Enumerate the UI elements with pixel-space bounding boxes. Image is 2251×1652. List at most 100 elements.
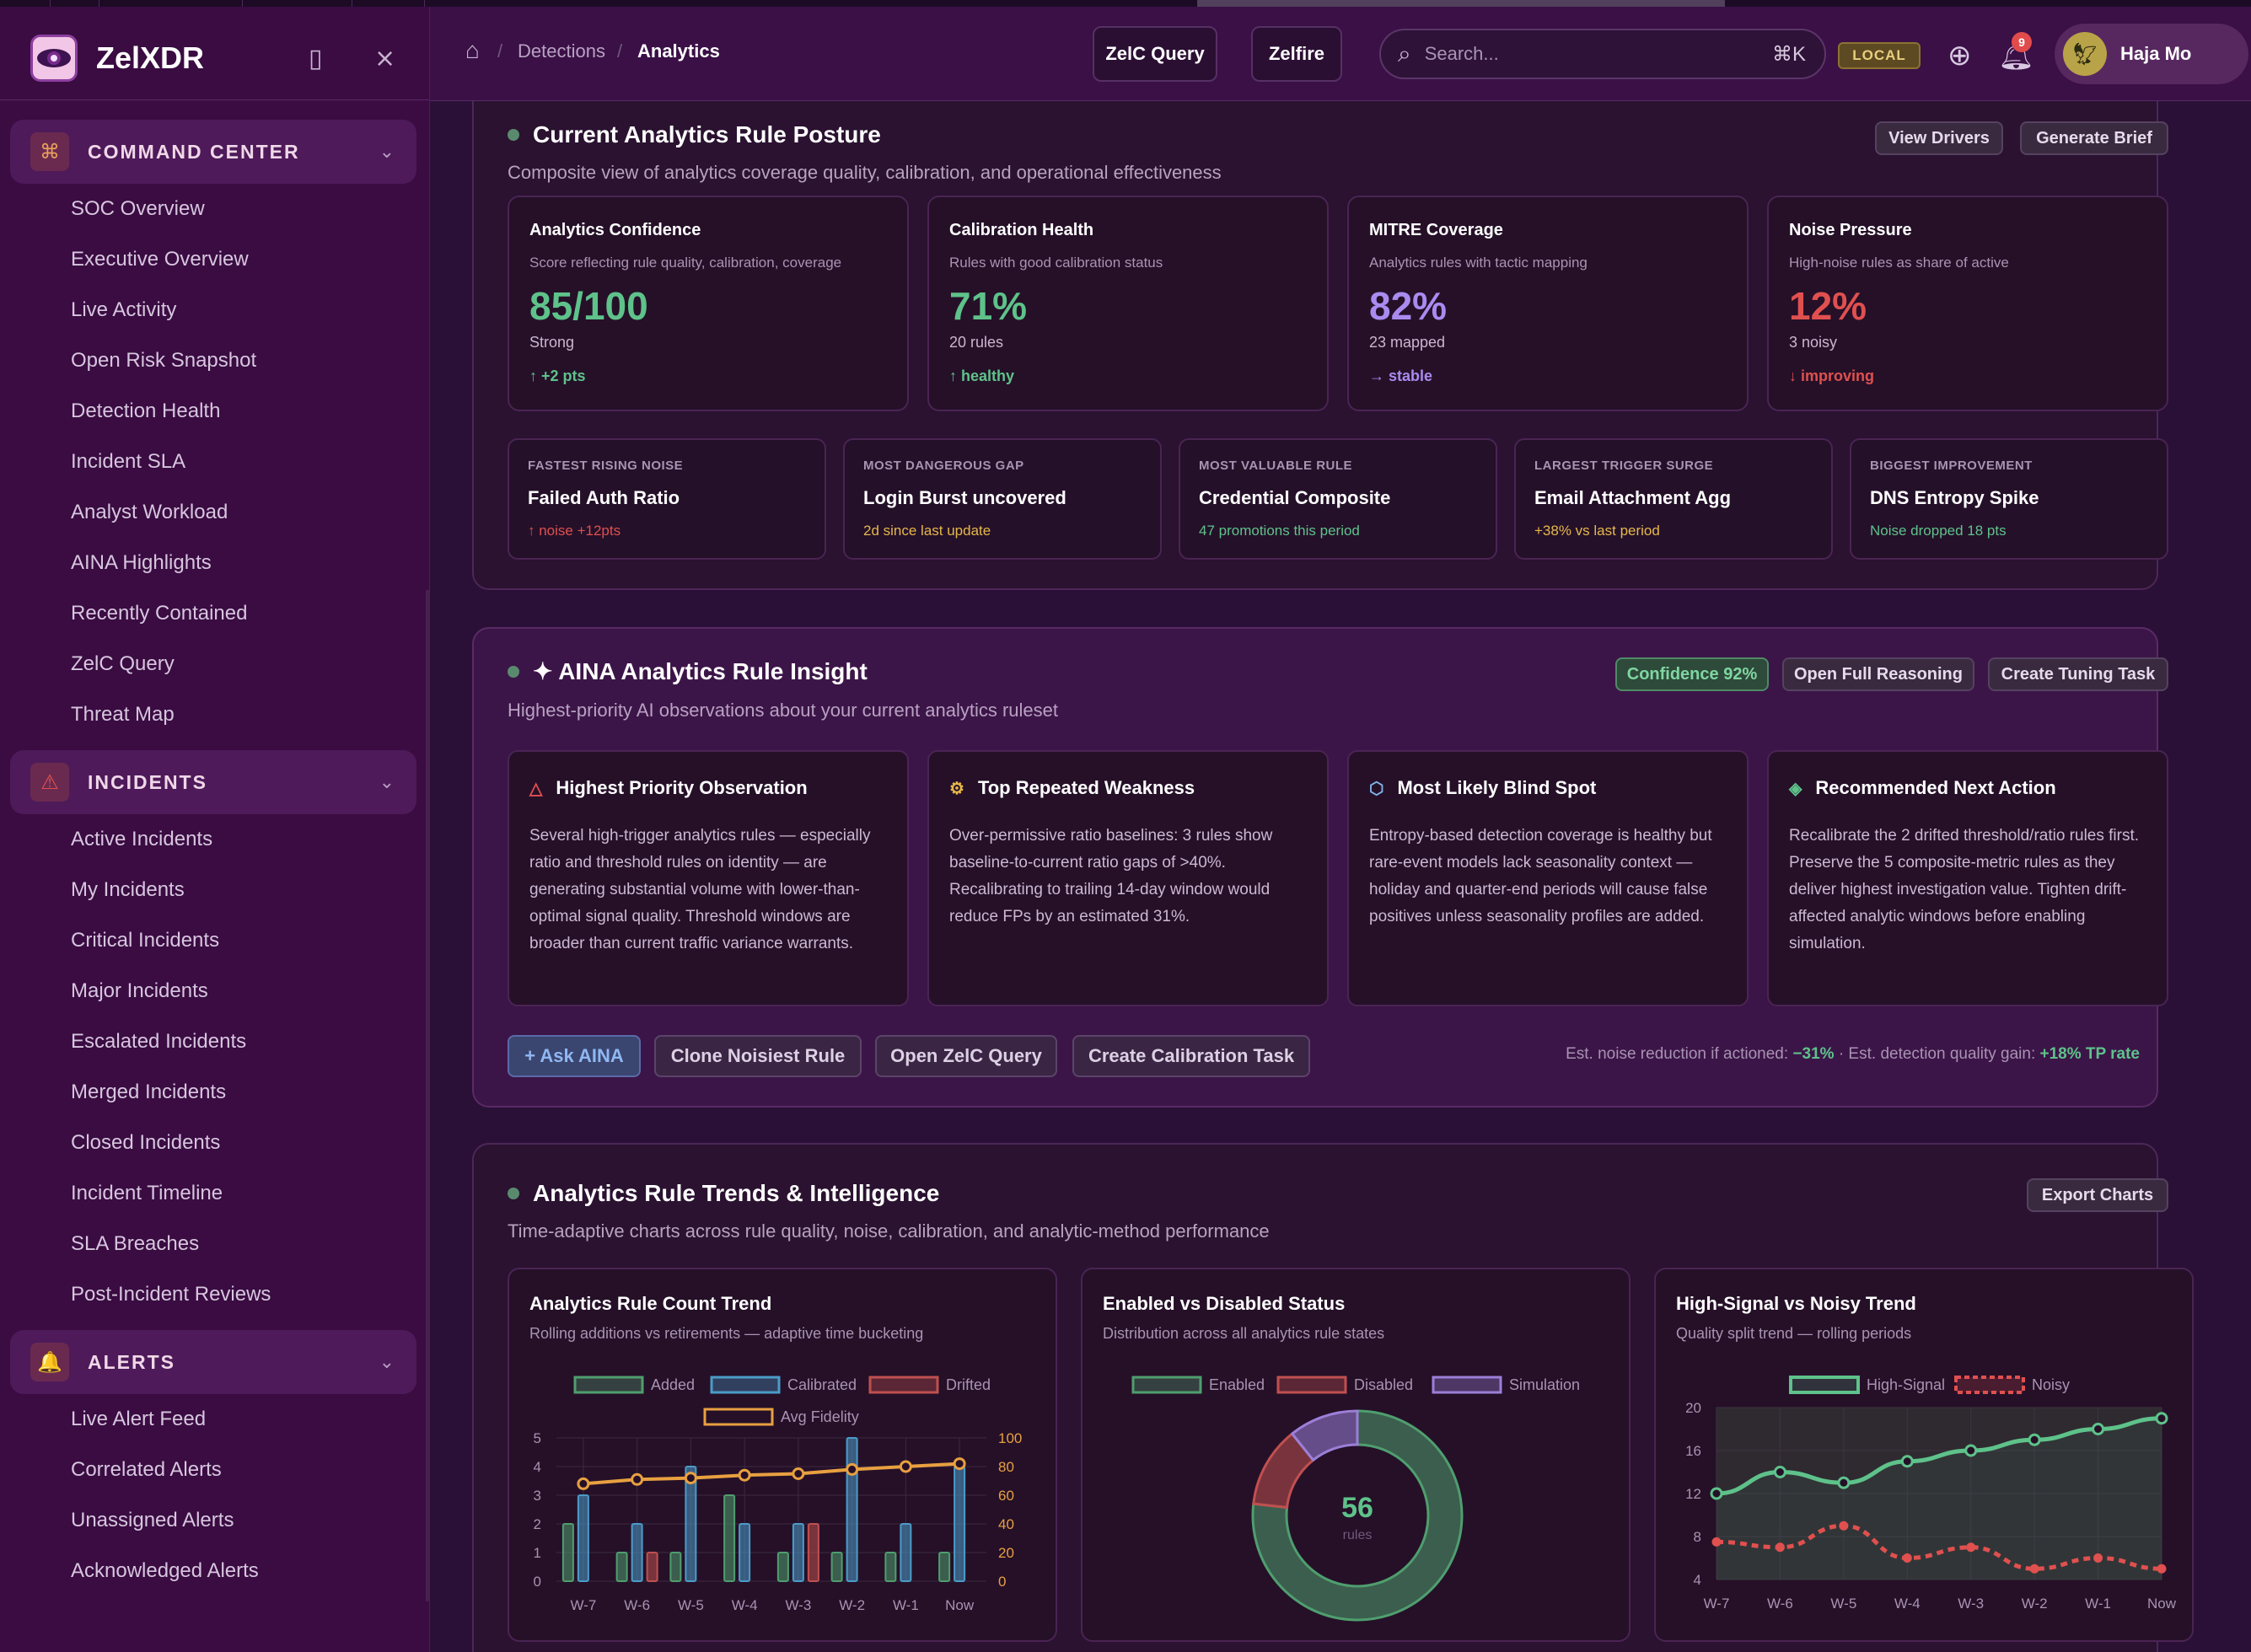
sidebar-item-critical-incidents[interactable]: Critical Incidents bbox=[71, 929, 220, 952]
ask-aina-button[interactable]: + Ask AINA bbox=[508, 1035, 641, 1077]
generate-brief-button[interactable]: Generate Brief bbox=[2020, 121, 2168, 155]
sidebar-item-incident-timeline[interactable]: Incident Timeline bbox=[71, 1182, 223, 1204]
search-bar[interactable]: ⌕ Search... ⌘K bbox=[1379, 29, 1826, 79]
breadcrumb-detections[interactable]: Detections bbox=[518, 40, 605, 62]
section-command-center[interactable]: ⌘ COMMAND CENTER ⌄ bbox=[10, 120, 416, 184]
insight-subtitle: Highest-priority AI observations about y… bbox=[508, 700, 1058, 721]
x-tick-label: W-7 bbox=[1704, 1596, 1730, 1612]
sidebar-item-threat-map[interactable]: Threat Map bbox=[71, 703, 175, 726]
x-tick-label: W-2 bbox=[2022, 1596, 2048, 1612]
brand[interactable]: ZelXDR bbox=[30, 27, 204, 89]
point-high-signal bbox=[2155, 1412, 2168, 1425]
metric-subtitle: Rules with good calibration status bbox=[949, 255, 1163, 271]
sidebar-item-merged-incidents[interactable]: Merged Incidents bbox=[71, 1081, 227, 1103]
search-shortcut: ⌘K bbox=[1771, 42, 1806, 66]
bar-added bbox=[669, 1552, 682, 1582]
insight-title: ✦ AINA Analytics Rule Insight bbox=[508, 657, 868, 685]
insight-card-body: Recalibrate the 2 drifted threshold/rati… bbox=[1789, 827, 2140, 952]
sidebar-item-recently-contained[interactable]: Recently Contained bbox=[71, 602, 248, 625]
sidebar-scrollbar[interactable] bbox=[426, 590, 430, 1601]
legend-swatch bbox=[1954, 1376, 2025, 1394]
rule-count-chart: Added Calibrated Drifted Avg Fidelity 0 1 2 3 4 5… bbox=[534, 1376, 1022, 1613]
point-noisy bbox=[1902, 1553, 1912, 1563]
sidebar-item-aina-highlights[interactable]: AINA Highlights bbox=[71, 551, 212, 574]
sidebar-item-escalated-incidents[interactable]: Escalated Incidents bbox=[71, 1030, 247, 1053]
sidebar-item-closed-incidents[interactable]: Closed Incidents bbox=[71, 1131, 221, 1154]
panel-toggle-icon[interactable]: ▯ bbox=[309, 45, 323, 72]
insight-card-highest-priority[interactable]: △ Highest Priority Observation Several hi… bbox=[508, 750, 909, 1006]
zelc-query-button[interactable]: ZelC Query bbox=[1093, 26, 1217, 82]
highlight-biggest-improvement[interactable]: BIGGEST IMPROVEMENT DNS Entropy Spike No… bbox=[1850, 438, 2168, 560]
metric-card-calibration-health[interactable]: Calibration Health Rules with good calib… bbox=[927, 196, 1329, 411]
highlight-largest-trigger-surge[interactable]: LARGEST TRIGGER SURGE Email Attachment A… bbox=[1514, 438, 1833, 560]
clone-noisiest-rule-button[interactable]: Clone Noisiest Rule bbox=[654, 1035, 862, 1077]
home-icon[interactable]: ⌂ bbox=[465, 37, 480, 63]
avg-fidelity-point bbox=[953, 1457, 966, 1471]
highlight-name: DNS Entropy Spike bbox=[1870, 487, 2039, 508]
highlight-most-dangerous-gap[interactable]: MOST DANGEROUS GAP Login Burst uncovered… bbox=[843, 438, 1162, 560]
create-calibration-task-button[interactable]: Create Calibration Task bbox=[1072, 1035, 1310, 1077]
zelfire-button[interactable]: Zelfire bbox=[1251, 26, 1342, 82]
chart-title: Analytics Rule Count Trend bbox=[529, 1293, 772, 1314]
bar-calibrated bbox=[631, 1523, 643, 1582]
env-badge: LOCAL bbox=[1838, 42, 1921, 69]
insight-card-blind-spot[interactable]: ⬡ Most Likely Blind Spot Entropy-based de… bbox=[1347, 750, 1749, 1006]
status-donut-chart: Enabled Disabled Simulation 56 rules bbox=[1131, 1376, 1580, 1622]
highlight-name: Login Burst uncovered bbox=[863, 487, 1066, 508]
sidebar-item-correlated-alerts[interactable]: Correlated Alerts bbox=[71, 1458, 222, 1481]
insight-card-next-action[interactable]: ◈ Recommended Next Action Recalibrate the… bbox=[1767, 750, 2168, 1006]
avatar: 🦅︎ bbox=[2063, 32, 2107, 76]
open-zelc-query-button[interactable]: Open ZelC Query bbox=[875, 1035, 1057, 1077]
y2-tick-label: 60 bbox=[998, 1488, 1014, 1504]
collapse-icon[interactable]: ⨯ bbox=[374, 45, 396, 72]
highlight-fastest-rising-noise[interactable]: FASTEST RISING NOISE Failed Auth Ratio ↑… bbox=[508, 438, 826, 560]
sidebar-item-incident-sla[interactable]: Incident SLA bbox=[71, 450, 186, 473]
sidebar-item-post-incident-reviews[interactable]: Post-Incident Reviews bbox=[71, 1283, 271, 1306]
search-input[interactable]: Search... bbox=[1424, 43, 1499, 64]
sidebar-item-zelc-query[interactable]: ZelC Query bbox=[71, 652, 175, 675]
sidebar-item-live-alert-feed[interactable]: Live Alert Feed bbox=[71, 1408, 207, 1430]
sidebar-item-major-incidents[interactable]: Major Incidents bbox=[71, 979, 208, 1002]
sidebar-item-executive-overview[interactable]: Executive Overview bbox=[71, 248, 249, 271]
open-full-reasoning-button[interactable]: Open Full Reasoning bbox=[1782, 657, 1974, 691]
sidebar-item-sla-breaches[interactable]: SLA Breaches bbox=[71, 1232, 200, 1255]
highlight-kicker: MOST VALUABLE RULE bbox=[1199, 459, 1353, 473]
section-label: COMMAND CENTER bbox=[88, 140, 300, 163]
section-incidents[interactable]: ⚠ INCIDENTS ⌄ bbox=[10, 750, 416, 814]
sidebar-item-analyst-workload[interactable]: Analyst Workload bbox=[71, 501, 228, 523]
diamond-icon: ◈ bbox=[1789, 779, 1802, 798]
sidebar-item-live-activity[interactable]: Live Activity bbox=[71, 298, 177, 321]
bell-icon: 🔔 bbox=[30, 1343, 69, 1381]
sidebar-item-detection-health[interactable]: Detection Health bbox=[71, 400, 221, 422]
section-alerts[interactable]: 🔔 ALERTS ⌄ bbox=[10, 1330, 416, 1394]
user-menu[interactable]: 🦅︎ Haja Mo bbox=[2055, 24, 2248, 84]
x-tick-label: W-5 bbox=[678, 1597, 704, 1613]
sidebar-item-my-incidents[interactable]: My Incidents bbox=[71, 878, 185, 901]
metric-card-mitre-coverage[interactable]: MITRE Coverage Analytics rules with tact… bbox=[1347, 196, 1749, 411]
insight-card-top-weakness[interactable]: ⚙ Top Repeated Weakness Over-permissive r… bbox=[927, 750, 1329, 1006]
create-tuning-task-button[interactable]: Create Tuning Task bbox=[1988, 657, 2168, 691]
bar-calibrated bbox=[846, 1437, 858, 1582]
warning-icon: ⚠ bbox=[30, 763, 69, 802]
main-content: Current Analytics Rule Posture Composite… bbox=[430, 101, 2243, 1652]
point-noisy bbox=[2157, 1564, 2167, 1574]
bar-added bbox=[723, 1494, 736, 1582]
sidebar-item-active-incidents[interactable]: Active Incidents bbox=[71, 828, 213, 850]
export-charts-button[interactable]: Export Charts bbox=[2027, 1178, 2168, 1212]
metric-card-analytics-confidence[interactable]: Analytics Confidence Score reflecting ru… bbox=[508, 196, 909, 411]
y-tick-label: 3 bbox=[534, 1488, 541, 1504]
legend-swatch bbox=[868, 1376, 939, 1394]
metric-card-noise-pressure[interactable]: Noise Pressure High-noise rules as share… bbox=[1767, 196, 2168, 411]
sidebar-item-unassigned-alerts[interactable]: Unassigned Alerts bbox=[71, 1509, 234, 1531]
chart-card-rule-count: Analytics Rule Count Trend Rolling addit… bbox=[508, 1268, 1057, 1642]
sidebar-item-soc-overview[interactable]: SOC Overview bbox=[71, 197, 205, 220]
sidebar-item-acknowledged-alerts[interactable]: Acknowledged Alerts bbox=[71, 1559, 259, 1582]
highlight-most-valuable-rule[interactable]: MOST VALUABLE RULE Credential Composite … bbox=[1179, 438, 1497, 560]
y-tick-label: 12 bbox=[1685, 1486, 1701, 1502]
view-drivers-button[interactable]: View Drivers bbox=[1875, 121, 2003, 155]
add-icon[interactable]: ⊕ bbox=[1947, 40, 1972, 72]
chevron-down-icon: ⌄ bbox=[379, 141, 395, 162]
trends-panel: Analytics Rule Trends & Intelligence Tim… bbox=[472, 1143, 2194, 1652]
sidebar-item-open-risk-snapshot[interactable]: Open Risk Snapshot bbox=[71, 349, 257, 372]
metric-meta: 20 rules bbox=[949, 334, 1004, 351]
